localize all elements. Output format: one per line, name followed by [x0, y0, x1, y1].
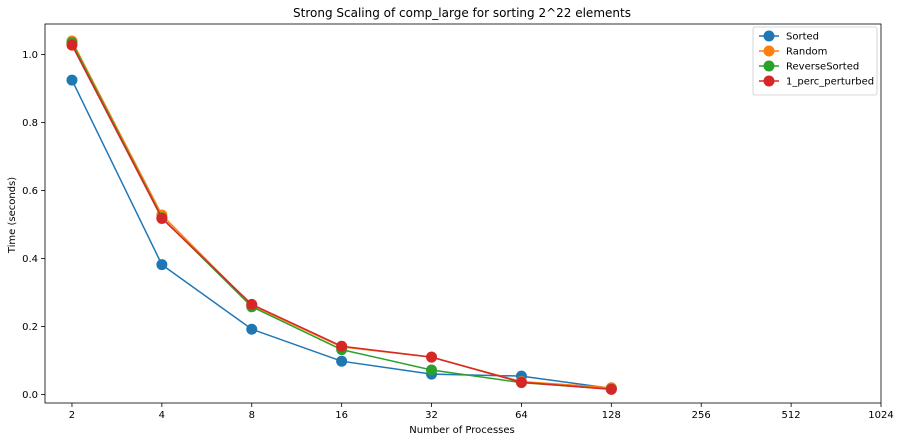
legend-marker — [763, 75, 775, 87]
series-1-perc-perturbed — [66, 39, 617, 395]
y-axis: 0.0 0.2 0.4 0.6 0.8 1.0 — [22, 50, 45, 401]
y-tick-label: 0.4 — [22, 254, 38, 265]
data-point — [426, 351, 438, 363]
x-tick-label: 2 — [69, 410, 75, 421]
x-tick-label: 4 — [159, 410, 165, 421]
x-tick-label: 128 — [602, 410, 621, 421]
data-point — [605, 383, 617, 395]
x-tick-label: 16 — [335, 410, 348, 421]
data-point — [156, 259, 168, 271]
data-point — [246, 298, 258, 310]
plot-area — [44, 23, 882, 404]
data-point — [515, 376, 527, 388]
legend-item: Random — [759, 45, 827, 58]
legend-item: ReverseSorted — [759, 60, 859, 73]
chart-title: Strong Scaling of comp_large for sorting… — [293, 6, 631, 20]
y-tick-label: 1.0 — [22, 50, 38, 61]
legend-item: 1_perc_perturbed — [759, 75, 874, 88]
y-tick-label: 0.8 — [22, 118, 38, 129]
legend-marker — [763, 30, 775, 42]
legend-marker — [763, 45, 775, 57]
legend-label: Sorted — [786, 32, 819, 43]
legend-label: Random — [786, 47, 827, 58]
legend-label: ReverseSorted — [786, 62, 859, 73]
x-tick-label: 64 — [515, 410, 528, 421]
data-point — [336, 340, 348, 352]
legend: Sorted Random ReverseSorted 1_perc_perturbe… — [752, 26, 878, 96]
x-axis: 2 4 8 16 32 64 128 256 512 1024 — [69, 403, 894, 421]
y-axis-label: Time (seconds) — [7, 177, 18, 254]
x-tick-label: 256 — [692, 410, 711, 421]
x-axis-label: Number of Processes — [409, 425, 514, 436]
legend-box — [752, 26, 878, 96]
y-tick-label: 0.2 — [22, 322, 38, 333]
y-tick-label: 0.0 — [22, 390, 38, 401]
data-series — [66, 35, 617, 395]
data-point — [426, 364, 438, 376]
data-point — [246, 323, 258, 335]
legend-marker — [763, 60, 775, 72]
x-tick-label: 512 — [782, 410, 801, 421]
data-point — [156, 212, 168, 224]
plot-frame — [44, 23, 882, 404]
data-point — [66, 39, 78, 51]
legend-item: Sorted — [759, 30, 819, 43]
data-point — [336, 355, 348, 367]
y-tick-label: 0.6 — [22, 186, 38, 197]
x-tick-label: 1024 — [868, 410, 893, 421]
data-point — [66, 74, 78, 86]
x-tick-label: 8 — [249, 410, 255, 421]
legend-label: 1_perc_perturbed — [786, 77, 874, 88]
x-tick-label: 32 — [425, 410, 438, 421]
